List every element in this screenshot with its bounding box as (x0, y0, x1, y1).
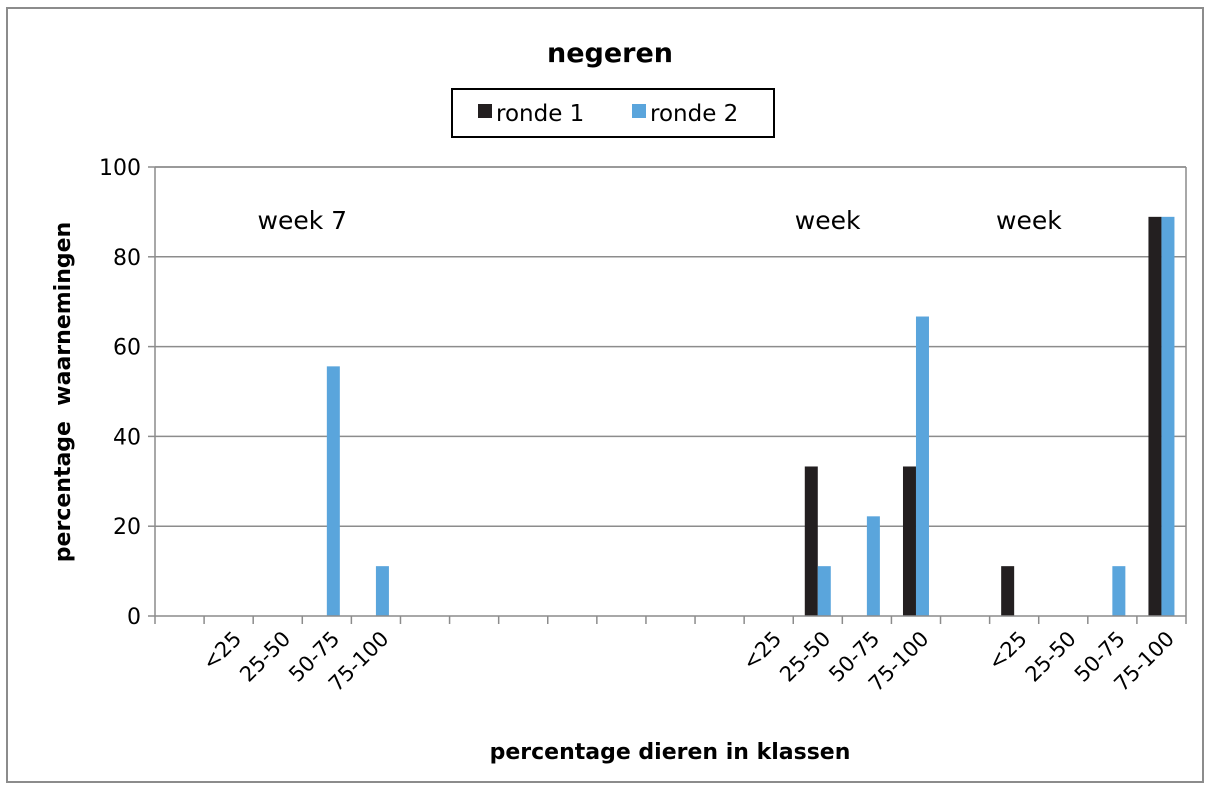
y-tick-label: 60 (113, 336, 141, 361)
bar-ronde-1 (804, 466, 818, 616)
annotation-text: week (795, 206, 861, 235)
bar-ronde-2 (1161, 216, 1175, 617)
legend-box (451, 88, 775, 138)
bars (326, 216, 1175, 617)
axes (154, 166, 1187, 624)
x-tick-label: 25-50 (1021, 627, 1081, 687)
y-axis-label: percentage waarnemingen (51, 222, 76, 562)
annotations: week 7 week week (258, 206, 1063, 235)
legend-label-ronde-1: ronde 1 (496, 101, 584, 127)
y-tick-label: 100 (99, 156, 141, 181)
bar-ronde-2 (375, 566, 389, 616)
y-tick-label: 80 (113, 246, 141, 271)
chart-title: negeren (547, 38, 673, 69)
legend-label-ronde-2: ronde 2 (650, 101, 738, 127)
y-tick-label: 0 (127, 605, 141, 630)
y-tick-label: 20 (113, 515, 141, 540)
bar-ronde-2 (915, 316, 929, 616)
y-tick-label: 40 (113, 425, 141, 450)
bar-ronde-1 (1001, 566, 1015, 616)
bar-ronde-2 (817, 566, 831, 616)
bar-ronde-1 (1148, 216, 1162, 617)
legend: ronde 1 ronde 2 (451, 88, 775, 138)
bar-ronde-1 (902, 466, 916, 616)
legend-swatch-ronde-1 (478, 104, 492, 118)
annotation-text: week (996, 206, 1062, 235)
x-tick-label: 25-50 (775, 627, 835, 687)
bar-ronde-2 (1112, 566, 1126, 616)
legend-swatch-ronde-2 (632, 104, 646, 118)
bar-ronde-2 (866, 516, 880, 616)
x-tick-label: 25-50 (235, 627, 295, 687)
bar-ronde-2 (326, 366, 340, 616)
x-axis-label: percentage dieren in klassen (490, 740, 851, 765)
annotation-text: week 7 (258, 206, 348, 235)
y-tick-labels: 0 20 40 60 80 100 (99, 156, 141, 630)
